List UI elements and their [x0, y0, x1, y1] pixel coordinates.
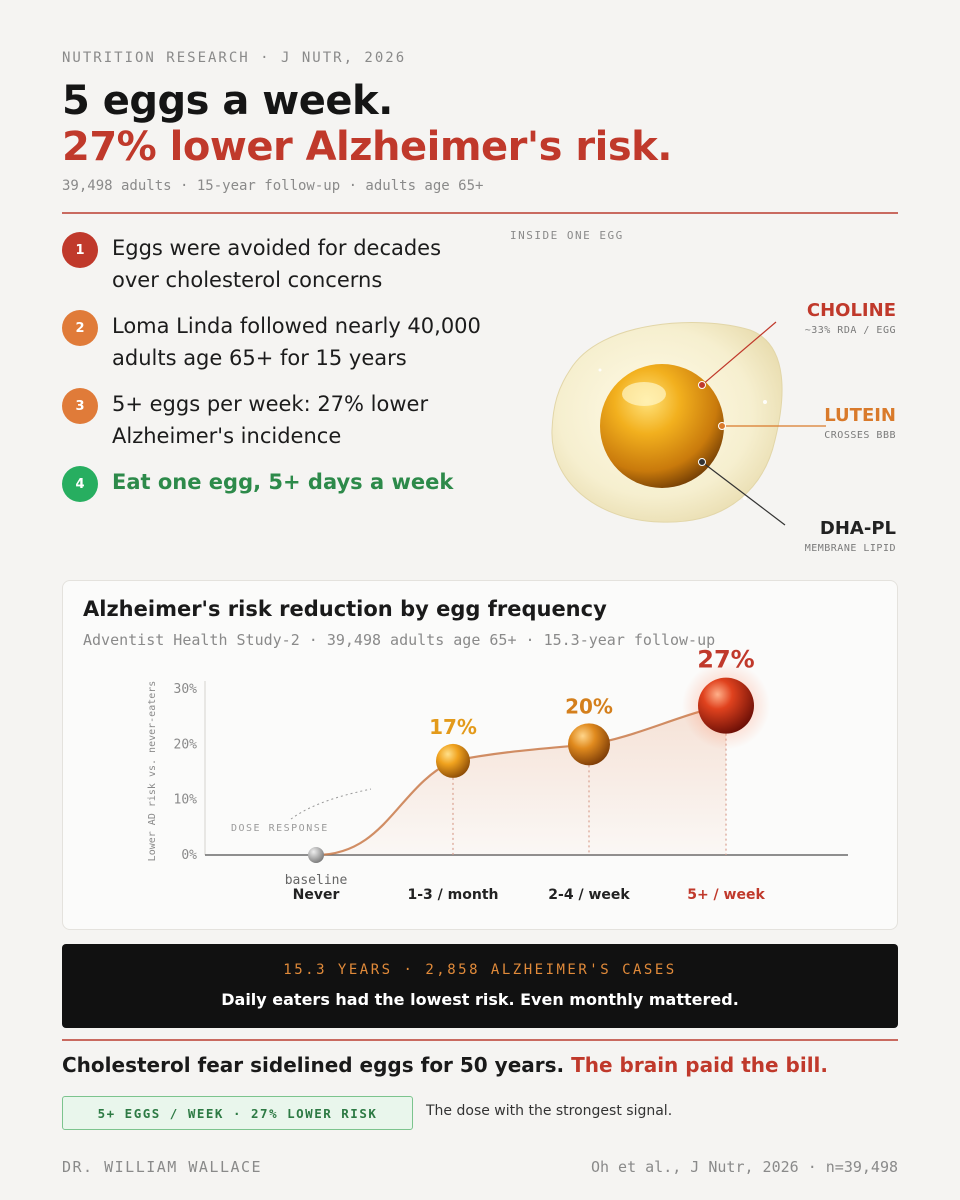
nutrient-choline: CHOLINE ~33% RDA / EGG [804, 300, 896, 336]
divider [62, 1039, 898, 1041]
data-label: 20% [565, 694, 613, 718]
risk-chart: 0% 10% 20% 30% Lower AD risk vs. never-eater… [147, 646, 848, 903]
key-point: 3 5+ eggs per week: 27% lower Alzheimer'… [62, 388, 482, 452]
page-title-highlight: 27% lower Alzheimer's risk. [62, 124, 672, 170]
key-points-list: 1 Eggs were avoided for decades over cho… [62, 232, 482, 516]
risk-area [316, 705, 726, 855]
y-tick-label: 0% [181, 848, 197, 863]
egg-section-label: INSIDE ONE EGG [510, 229, 624, 242]
x-tick-label: Never [293, 887, 340, 903]
citation: Oh et al., J Nutr, 2026 · n=39,498 [590, 1158, 898, 1176]
conclusion-text: Cholesterol fear sidelined eggs for 50 y… [62, 1053, 565, 1077]
data-label: 27% [697, 646, 754, 674]
author: DR. WILLIAM WALLACE [62, 1158, 263, 1176]
point-text: Loma Linda followed nearly 40,000 adults… [112, 314, 481, 370]
banner-stat: 15.3 YEARS · 2,858 ALZHEIMER'S CASES [283, 962, 677, 978]
yolk-highlight [622, 382, 666, 406]
annotation-arrow [290, 788, 372, 820]
key-point: 4 Eat one egg, 5+ days a week [62, 466, 482, 502]
conclusion: Cholesterol fear sidelined eggs for 50 y… [62, 1053, 828, 1077]
y-tick-label: 20% [174, 737, 198, 752]
data-point [568, 723, 610, 766]
x-tick-label: 2-4 / week [548, 887, 630, 903]
banner-message: Daily eaters had the lowest risk. Even m… [221, 990, 739, 1009]
chart-title: Alzheimer's risk reduction by egg freque… [83, 597, 607, 621]
risk-line [315, 704, 727, 857]
annotation-label: DOSE RESPONSE [231, 823, 329, 834]
recommendation-pill: 5+ EGGS / WEEK · 27% LOWER RISK [62, 1096, 413, 1130]
point-text: Eat one egg, 5+ days a week [112, 470, 454, 494]
data-point [308, 847, 324, 863]
data-point [698, 677, 754, 734]
data-point [436, 743, 470, 778]
nutrient-lutein: LUTEIN CROSSES BBB [824, 405, 896, 441]
egg-illustration [551, 321, 826, 526]
conclusion-highlight: The brain paid the bill. [571, 1053, 829, 1077]
x-tick-label: 1-3 / month [408, 887, 499, 903]
y-axis-label: Lower AD risk vs. never-eaters [147, 681, 158, 862]
point-number-badge: 3 [62, 388, 98, 424]
page-title: 5 eggs a week. [62, 78, 393, 124]
y-tick-label: 10% [174, 793, 198, 808]
point-number-badge: 4 [62, 466, 98, 502]
divider [62, 212, 898, 214]
kicker: NUTRITION RESEARCH · J NUTR, 2026 [62, 50, 407, 66]
key-point: 1 Eggs were avoided for decades over cho… [62, 232, 482, 296]
key-point: 2 Loma Linda followed nearly 40,000 adul… [62, 310, 482, 374]
choline-callout-line [701, 321, 777, 386]
point-number-badge: 1 [62, 232, 98, 268]
point-number-badge: 2 [62, 310, 98, 346]
data-label: baseline [285, 873, 348, 888]
study-summary: 39,498 adults · 15-year follow-up · adul… [62, 178, 484, 194]
recommendation-note: The dose with the strongest signal. [426, 1103, 673, 1119]
x-tick-label: 5+ / week [687, 887, 765, 903]
dha-callout-line [701, 461, 786, 526]
nutrient-dha: DHA-PL MEMBRANE LIPID [804, 518, 896, 554]
point-text: Eggs were avoided for decades over chole… [112, 236, 442, 292]
point-text: 5+ eggs per week: 27% lower Alzheimer's … [112, 392, 429, 448]
data-label: 17% [429, 715, 477, 739]
chart-subtitle: Adventist Health Study-2 · 39,498 adults… [83, 631, 716, 649]
chart-card: Alzheimer's risk reduction by egg freque… [62, 580, 898, 930]
summary-banner: 15.3 YEARS · 2,858 ALZHEIMER'S CASES Dai… [62, 944, 898, 1028]
y-tick-label: 30% [174, 682, 198, 697]
